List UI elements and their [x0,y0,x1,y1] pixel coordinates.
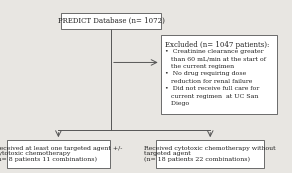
Text: •  Did not receive full care for: • Did not receive full care for [165,86,259,91]
Text: Received cytotoxic chemotherapy without
targeted agent
(n= 18 patients 22 combin: Received cytotoxic chemotherapy without … [145,145,276,162]
Text: Diego: Diego [165,101,189,106]
Text: •  Creatinine clearance greater: • Creatinine clearance greater [165,49,263,54]
FancyBboxPatch shape [7,140,109,168]
Text: Received at least one targeted agent +/-
cytotoxic chemotherapy
(n= 8 patients 1: Received at least one targeted agent +/-… [0,145,122,162]
Text: •  No drug requiring dose: • No drug requiring dose [165,71,246,76]
FancyBboxPatch shape [61,13,161,29]
FancyBboxPatch shape [156,140,264,168]
Text: PREDICT Database (n= 1072): PREDICT Database (n= 1072) [58,17,164,25]
Text: the current regimen: the current regimen [165,64,234,69]
Text: than 60 mL/min at the start of: than 60 mL/min at the start of [165,56,266,61]
FancyBboxPatch shape [161,35,277,114]
Text: reduction for renal failure: reduction for renal failure [165,79,252,84]
Text: current regimen  at UC San: current regimen at UC San [165,94,258,99]
Text: Excluded (n= 1047 patients):: Excluded (n= 1047 patients): [165,41,269,49]
